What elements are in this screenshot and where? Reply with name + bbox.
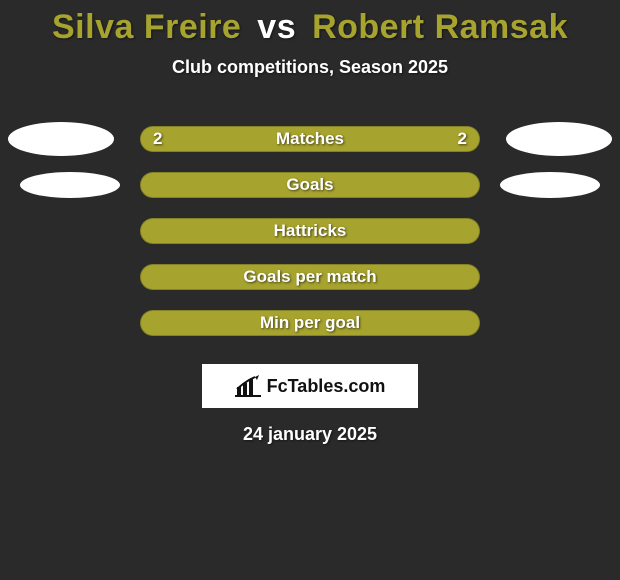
stat-bar: 2 2 Matches: [140, 126, 480, 152]
stat-row: Goals per match: [0, 254, 620, 300]
stat-row: Goals: [0, 162, 620, 208]
logo-box: FcTables.com: [202, 364, 418, 408]
logo-text: FcTables.com: [267, 376, 386, 397]
stat-row: Hattricks: [0, 208, 620, 254]
player1-name: Silva Freire: [52, 8, 241, 46]
stat-label: Goals: [286, 175, 333, 195]
stat-rows: 2 2 Matches Goals Hattricks Goals per match Mi…: [0, 116, 620, 346]
stat-label: Goals per match: [243, 267, 376, 287]
stat-bar: Hattricks: [140, 218, 480, 244]
stat-bar: Min per goal: [140, 310, 480, 336]
stat-label: Matches: [276, 129, 344, 149]
stat-bar: Goals per match: [140, 264, 480, 290]
stat-bar: Goals: [140, 172, 480, 198]
stat-value-right: 2: [458, 129, 467, 149]
comparison-title: Silva Freire vs Robert Ramsak: [0, 0, 620, 47]
stat-value-left: 2: [153, 129, 162, 149]
stat-row: 2 2 Matches: [0, 116, 620, 162]
date: 24 january 2025: [0, 424, 620, 445]
vs-text: vs: [257, 8, 296, 46]
player1-avatar: [20, 172, 120, 198]
player2-name: Robert Ramsak: [312, 8, 568, 46]
logo: FcTables.com: [235, 375, 386, 397]
subtitle: Club competitions, Season 2025: [0, 57, 620, 78]
player2-avatar: [506, 122, 612, 156]
player2-avatar: [500, 172, 600, 198]
stat-row: Min per goal: [0, 300, 620, 346]
player1-avatar: [8, 122, 114, 156]
logo-chart-icon: [235, 375, 261, 397]
stat-label: Min per goal: [260, 313, 360, 333]
stat-label: Hattricks: [274, 221, 347, 241]
